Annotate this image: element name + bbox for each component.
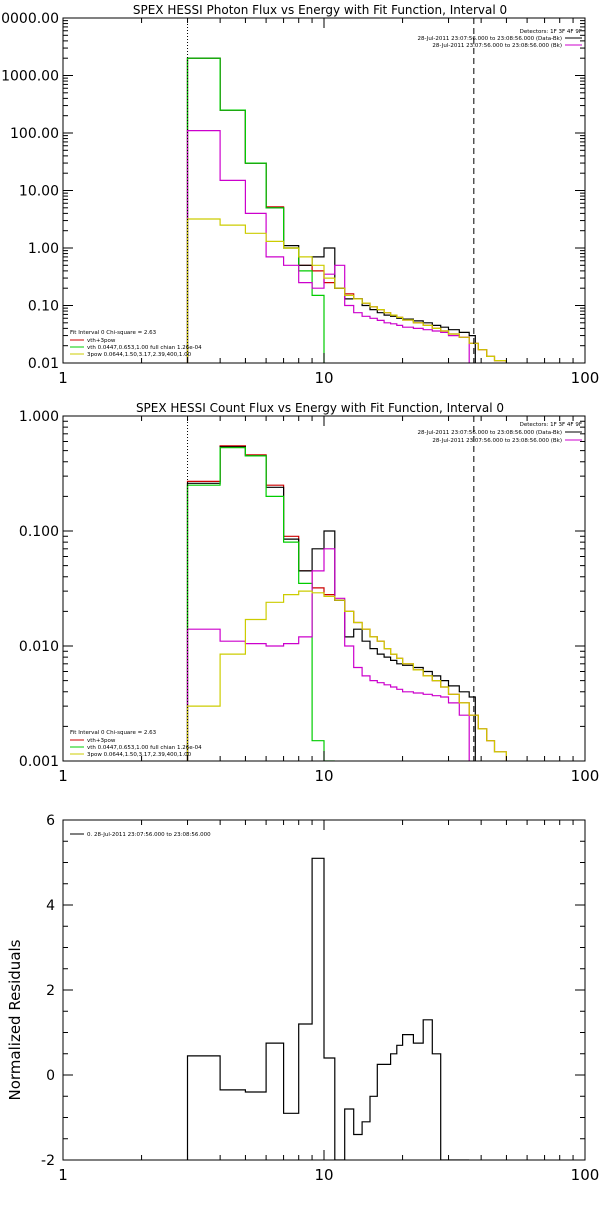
photon-y-tick-label: 10000.00 bbox=[0, 11, 59, 27]
photon-series-1 bbox=[186, 57, 476, 363]
count-flux-fit-legend: Fit Interval 0 Chi-square = 2.63 vth+3po… bbox=[70, 730, 202, 758]
count-flux-top-legend: Detectors: 1F 3F 4F 9F 28-Jul-2011 23:07… bbox=[418, 422, 582, 444]
residual-y-tick-label: 2 bbox=[46, 983, 55, 999]
photon-fit-3pow: 3pow 0.0644,1.50,3.17,2.39,400,1.00 bbox=[87, 352, 192, 358]
photon-x-tick-label: 10 bbox=[314, 369, 333, 387]
residuals-panel: 1 10 100 -2 0 2 4 6 Normalized Residuals 0. 28-… bbox=[6, 813, 599, 1184]
residuals-legend: 0. 28-Jul-2011 23:07:56.000 to 23:08:56.… bbox=[70, 832, 211, 838]
photon-y-tick-label: 1000.00 bbox=[1, 69, 59, 85]
photon-fit-header: Fit Interval 0 Chi-square = 2.63 bbox=[70, 330, 157, 336]
photon-y-tick-label: 1.00 bbox=[28, 241, 59, 257]
count-fit-header: Fit Interval 0 Chi-square = 2.63 bbox=[70, 730, 157, 736]
count-series-3 bbox=[186, 548, 470, 761]
count-series-1 bbox=[186, 446, 476, 761]
count-fit-3pow: 3pow 0.0644,1.50,3.17,2.39,400,1.00 bbox=[87, 752, 192, 758]
count-y-tick-label: 0.010 bbox=[19, 639, 59, 655]
photon-legend-data-bk: 28-Jul-2011 23:07:56.000 to 23:08:56.000… bbox=[418, 36, 563, 42]
photon-series-2 bbox=[186, 57, 325, 363]
residual-x-tick-label: 1 bbox=[58, 1166, 68, 1184]
photon-legend-header: Detectors: 1F 3F 4F 9F bbox=[520, 29, 582, 35]
count-y-tick-label: 0.001 bbox=[19, 754, 59, 770]
photon-flux-top-legend: Detectors: 1F 3F 4F 9F 28-Jul-2011 23:07… bbox=[418, 29, 582, 49]
count-series-0 bbox=[186, 445, 507, 761]
photon-x-tick-label: 1 bbox=[58, 369, 68, 387]
residuals-legend-label: 0. 28-Jul-2011 23:07:56.000 to 23:08:56.… bbox=[87, 832, 211, 838]
count-y-tick-label: 1.000 bbox=[19, 409, 59, 425]
residual-y-tick-label: -2 bbox=[41, 1153, 55, 1169]
count-x-tick-label: 1 bbox=[58, 767, 68, 785]
count-legend-header: Detectors: 1F 3F 4F 9F bbox=[520, 422, 582, 428]
photon-y-tick-label: 0.10 bbox=[28, 299, 59, 315]
count-x-tick-label: 100 bbox=[571, 767, 600, 785]
count-series-4 bbox=[186, 590, 507, 761]
photon-flux-panel: SPEX HESSI Photon Flux vs Energy with Fi… bbox=[0, 3, 599, 387]
count-series-group bbox=[186, 445, 507, 761]
photon-x-tick-label: 100 bbox=[571, 369, 600, 387]
photon-y-tick-label: 100.00 bbox=[10, 126, 59, 142]
count-fit-vth: vth 0.0447,0.653,1.00 full chian 1.26e-0… bbox=[87, 745, 202, 751]
photon-y-tick-label: 0.01 bbox=[28, 356, 59, 372]
count-x-tick-label: 10 bbox=[314, 767, 333, 785]
residual-y-tick-label: 6 bbox=[46, 813, 55, 829]
residual-x-tick-label: 100 bbox=[571, 1166, 600, 1184]
photon-series-group bbox=[186, 57, 507, 363]
photon-flux-title: SPEX HESSI Photon Flux vs Energy with Fi… bbox=[133, 3, 507, 17]
residual-x-tick-label: 10 bbox=[314, 1166, 333, 1184]
count-flux-title: SPEX HESSI Count Flux vs Energy with Fit… bbox=[136, 401, 504, 415]
photon-fit-total: vth+3pow bbox=[87, 338, 116, 344]
residual-y-tick-label: 4 bbox=[46, 898, 55, 914]
photon-series-4 bbox=[186, 218, 507, 363]
count-legend-bk: 28-Jul-2011 23:07:56.000 to 23:08:56.000… bbox=[432, 438, 562, 444]
photon-series-0 bbox=[186, 57, 507, 363]
count-series-2 bbox=[186, 447, 335, 761]
residual-series-group bbox=[186, 857, 470, 1160]
residuals-y-axis-label: Normalized Residuals bbox=[6, 939, 24, 1100]
photon-fit-vth: vth 0.0447,0.653,1.00 full chian 1.26e-0… bbox=[87, 345, 202, 351]
residual-y-tick-label: 0 bbox=[46, 1068, 55, 1084]
residual-series-0 bbox=[186, 857, 470, 1160]
count-legend-data-bk: 28-Jul-2011 23:07:56.000 to 23:08:56.000… bbox=[418, 430, 563, 436]
photon-series-3 bbox=[186, 130, 470, 363]
photon-flux-fit-legend: Fit Interval 0 Chi-square = 2.63 vth+3po… bbox=[70, 330, 202, 358]
count-fit-total: vth+3pow bbox=[87, 738, 116, 744]
count-y-tick-label: 0.100 bbox=[19, 524, 59, 540]
photon-y-tick-label: 10.00 bbox=[19, 184, 59, 200]
photon-legend-bk: 28-Jul-2011 23:07:56.000 to 23:08:56.000… bbox=[432, 43, 562, 49]
count-flux-panel: SPEX HESSI Count Flux vs Energy with Fit… bbox=[19, 401, 599, 785]
